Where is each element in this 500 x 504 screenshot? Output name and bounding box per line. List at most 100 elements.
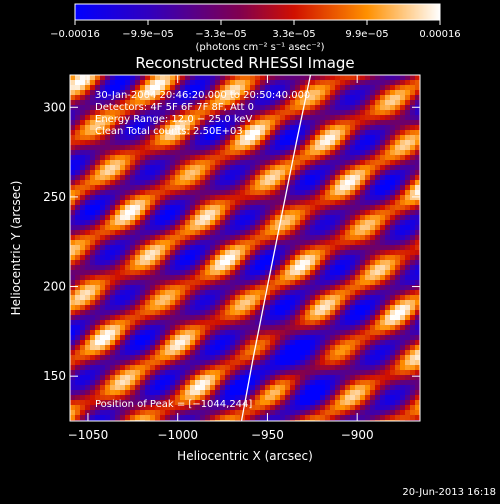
- heatmap-cell: [395, 385, 401, 391]
- heatmap-cell: [355, 310, 361, 316]
- heatmap-cell: [375, 275, 381, 281]
- heatmap-cell: [350, 145, 356, 151]
- heatmap-cell: [315, 220, 321, 226]
- heatmap-cell: [70, 305, 76, 311]
- heatmap-cell: [185, 150, 191, 156]
- heatmap-cell: [165, 280, 171, 286]
- heatmap-cell: [250, 295, 256, 301]
- heatmap-cell: [240, 115, 246, 121]
- heatmap-cell: [145, 155, 151, 161]
- heatmap-cell: [145, 225, 151, 231]
- heatmap-cell: [265, 240, 271, 246]
- heatmap-cell: [290, 145, 296, 151]
- heatmap-cell: [225, 120, 231, 126]
- heatmap-cell: [305, 175, 311, 181]
- heatmap-cell: [260, 210, 266, 216]
- heatmap-cell: [130, 235, 136, 241]
- heatmap-cell: [270, 265, 276, 271]
- heatmap-cell: [90, 215, 96, 221]
- heatmap-cell: [355, 325, 361, 331]
- heatmap-cell: [140, 120, 146, 126]
- heatmap-cell: [260, 265, 266, 271]
- heatmap-cell: [195, 355, 201, 361]
- heatmap-cell: [200, 85, 206, 91]
- heatmap-cell: [120, 335, 126, 341]
- heatmap-cell: [310, 120, 316, 126]
- heatmap-cell: [280, 265, 286, 271]
- heatmap-cell: [90, 335, 96, 341]
- heatmap-cell: [260, 105, 266, 111]
- heatmap-cell: [190, 340, 196, 346]
- heatmap-cell: [115, 110, 121, 116]
- heatmap-cell: [70, 250, 76, 256]
- heatmap-cell: [105, 145, 111, 151]
- heatmap-cell: [280, 375, 286, 381]
- heatmap-cell: [340, 265, 346, 271]
- heatmap-cell: [370, 330, 376, 336]
- heatmap-cell: [225, 85, 231, 91]
- heatmap-cell: [195, 275, 201, 281]
- heatmap-cell: [110, 155, 116, 161]
- heatmap-cell: [310, 335, 316, 341]
- heatmap-cell: [315, 90, 321, 96]
- heatmap-cell: [85, 405, 91, 411]
- heatmap-cell: [240, 120, 246, 126]
- heatmap-cell: [375, 335, 381, 341]
- heatmap-cell: [290, 215, 296, 221]
- heatmap-cell: [70, 245, 76, 251]
- heatmap-cell: [95, 395, 101, 401]
- heatmap-cell: [280, 415, 286, 421]
- heatmap-cell: [115, 230, 121, 236]
- heatmap-cell: [200, 175, 206, 181]
- heatmap-cell: [300, 245, 306, 251]
- heatmap-cell: [70, 215, 76, 221]
- heatmap-cell: [275, 355, 281, 361]
- heatmap-cell: [310, 305, 316, 311]
- heatmap-cell: [100, 180, 106, 186]
- heatmap-cell: [290, 400, 296, 406]
- heatmap-cell: [75, 370, 81, 376]
- heatmap-cell: [235, 90, 241, 96]
- heatmap-cell: [365, 120, 371, 126]
- heatmap-cell: [130, 170, 136, 176]
- heatmap-cell: [290, 340, 296, 346]
- heatmap-cell: [225, 155, 231, 161]
- heatmap-cell: [70, 360, 76, 366]
- heatmap-cell: [145, 405, 151, 411]
- heatmap-cell: [390, 140, 396, 146]
- heatmap-cell: [210, 145, 216, 151]
- heatmap-cell: [310, 330, 316, 336]
- heatmap-cell: [350, 315, 356, 321]
- heatmap-cell: [360, 370, 366, 376]
- heatmap-cell: [95, 360, 101, 366]
- heatmap-cell: [175, 210, 181, 216]
- heatmap-cell: [160, 270, 166, 276]
- heatmap-cell: [335, 230, 341, 236]
- heatmap-cell: [390, 185, 396, 191]
- heatmap-cell: [90, 180, 96, 186]
- heatmap-cell: [125, 100, 131, 106]
- heatmap-cell: [375, 320, 381, 326]
- heatmap-cell: [375, 240, 381, 246]
- heatmap-cell: [390, 115, 396, 121]
- heatmap-cell: [160, 190, 166, 196]
- heatmap-cell: [185, 325, 191, 331]
- heatmap-cell: [150, 290, 156, 296]
- heatmap-cell: [340, 115, 346, 121]
- heatmap-cell: [320, 215, 326, 221]
- heatmap-cell: [365, 345, 371, 351]
- heatmap-cell: [370, 190, 376, 196]
- heatmap-cell: [195, 285, 201, 291]
- heatmap-cell: [135, 205, 141, 211]
- heatmap-cell: [310, 260, 316, 266]
- heatmap-cell: [140, 95, 146, 101]
- heatmap-cell: [70, 100, 76, 106]
- heatmap-cell: [410, 205, 416, 211]
- heatmap-cell: [140, 315, 146, 321]
- heatmap-cell: [270, 115, 276, 121]
- heatmap-cell: [340, 155, 346, 161]
- heatmap-cell: [145, 190, 151, 196]
- heatmap-cell: [285, 195, 291, 201]
- heatmap-cell: [200, 110, 206, 116]
- heatmap-cell: [350, 270, 356, 276]
